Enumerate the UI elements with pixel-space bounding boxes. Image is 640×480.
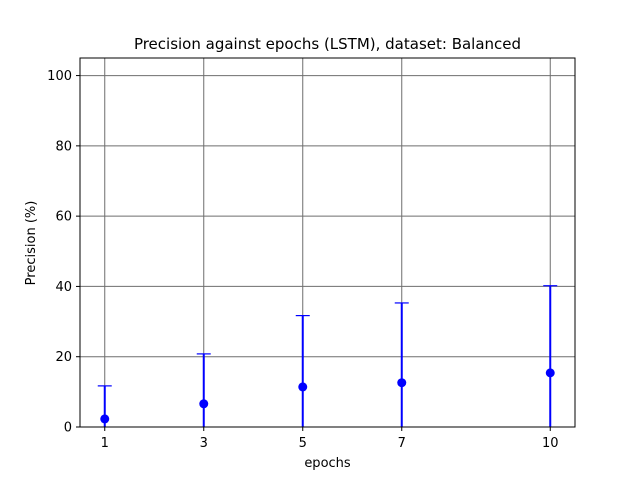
x-tick-label: 3 [200,436,208,451]
data-point [545,368,555,378]
y-tick-label: 0 [64,421,72,436]
data-point [397,378,407,388]
data-point [298,382,308,392]
chart-title: Precision against epochs (LSTM), dataset… [134,35,521,53]
y-tick-label: 80 [55,139,72,154]
x-tick-label: 7 [398,436,406,451]
x-tick-label: 1 [101,436,109,451]
data-point [199,399,209,409]
x-tick-label: 10 [542,436,559,451]
x-axis-label: epochs [304,456,351,471]
y-tick-label: 60 [55,210,72,225]
data-point [100,414,110,424]
y-tick-label: 100 [47,69,72,84]
y-tick-label: 20 [55,350,72,365]
x-tick-label: 5 [299,436,307,451]
y-tick-label: 40 [55,280,72,295]
data-points [100,368,555,424]
plot-area-frame [79,57,576,428]
y-axis-label: Precision (%) [24,201,39,286]
